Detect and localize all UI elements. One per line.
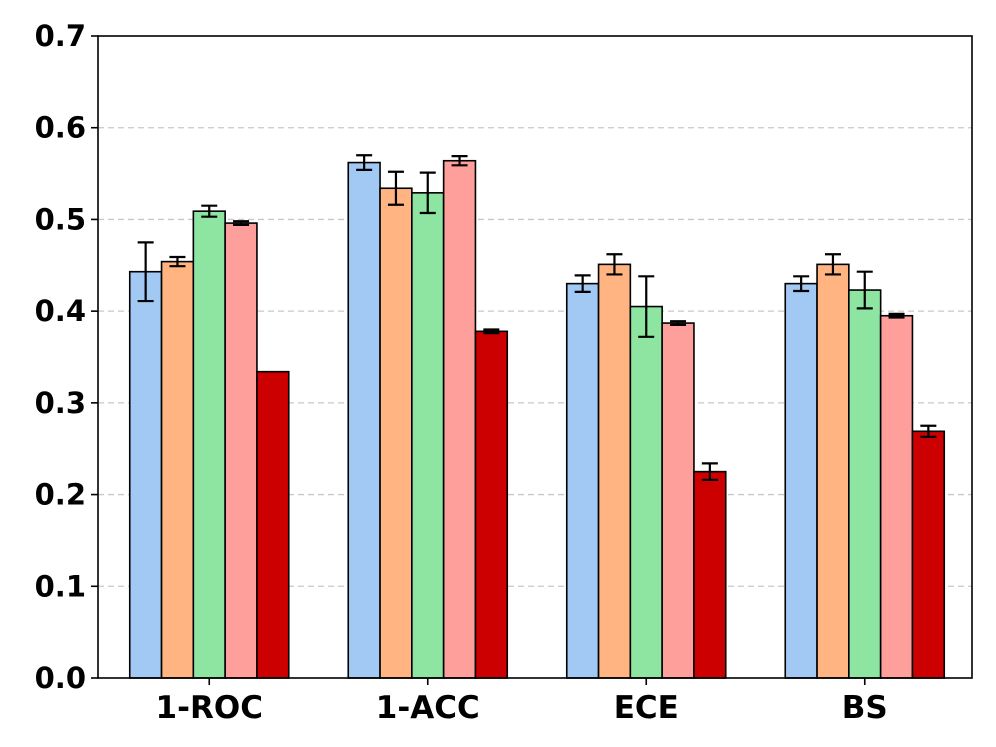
y-tick-label: 0.7 xyxy=(35,19,86,53)
error-bars xyxy=(137,154,937,481)
bar-1-acc-series-5 xyxy=(474,330,509,679)
x-tick-label: 1-ROC xyxy=(156,690,263,726)
bar-1-acc-series-4 xyxy=(442,159,477,679)
bar-bs-series-2 xyxy=(816,263,850,679)
bar-ece-series-1 xyxy=(565,282,600,679)
bar-ece-series-5 xyxy=(693,470,727,679)
x-axis-ticks: 1-ROC 1-ACC ECE BS xyxy=(156,678,888,726)
bars xyxy=(128,159,946,679)
bar-1-roc-series-4 xyxy=(224,222,258,679)
y-tick-label: 0.0 xyxy=(35,661,86,695)
bar-1-roc-series-2 xyxy=(160,260,195,679)
y-tick-label: 0.5 xyxy=(35,202,86,236)
y-tick-label: 0.3 xyxy=(35,386,86,420)
bar-1-roc-series-3 xyxy=(192,210,226,679)
bar-1-acc-series-3 xyxy=(411,192,445,679)
y-tick-label: 0.1 xyxy=(35,569,86,603)
bar-1-roc-series-1 xyxy=(128,270,163,679)
bar-bs-series-5 xyxy=(911,430,946,679)
plot-frame xyxy=(97,35,973,679)
y-tick-label: 0.4 xyxy=(35,294,86,328)
y-tick-label: 0.2 xyxy=(35,478,86,512)
bar-bs-series-4 xyxy=(879,314,914,679)
bar-ece-series-2 xyxy=(597,263,632,679)
bar-ece-series-3 xyxy=(629,305,663,679)
x-tick-label: BS xyxy=(842,690,888,726)
bar-1-acc-series-1 xyxy=(347,161,381,679)
bar-bs-series-1 xyxy=(784,282,818,679)
y-axis-ticks: 0.0 0.1 0.2 0.3 0.4 0.5 0.6 0.7 xyxy=(35,19,98,695)
bar-ece-series-4 xyxy=(661,322,695,679)
bar-1-roc-series-5 xyxy=(256,370,290,679)
x-tick-label: 1-ACC xyxy=(376,690,480,726)
bar-1-acc-series-2 xyxy=(379,187,413,679)
x-tick-label: ECE xyxy=(614,690,679,726)
bar-bs-series-3 xyxy=(848,289,882,679)
y-tick-label: 0.6 xyxy=(35,111,86,145)
